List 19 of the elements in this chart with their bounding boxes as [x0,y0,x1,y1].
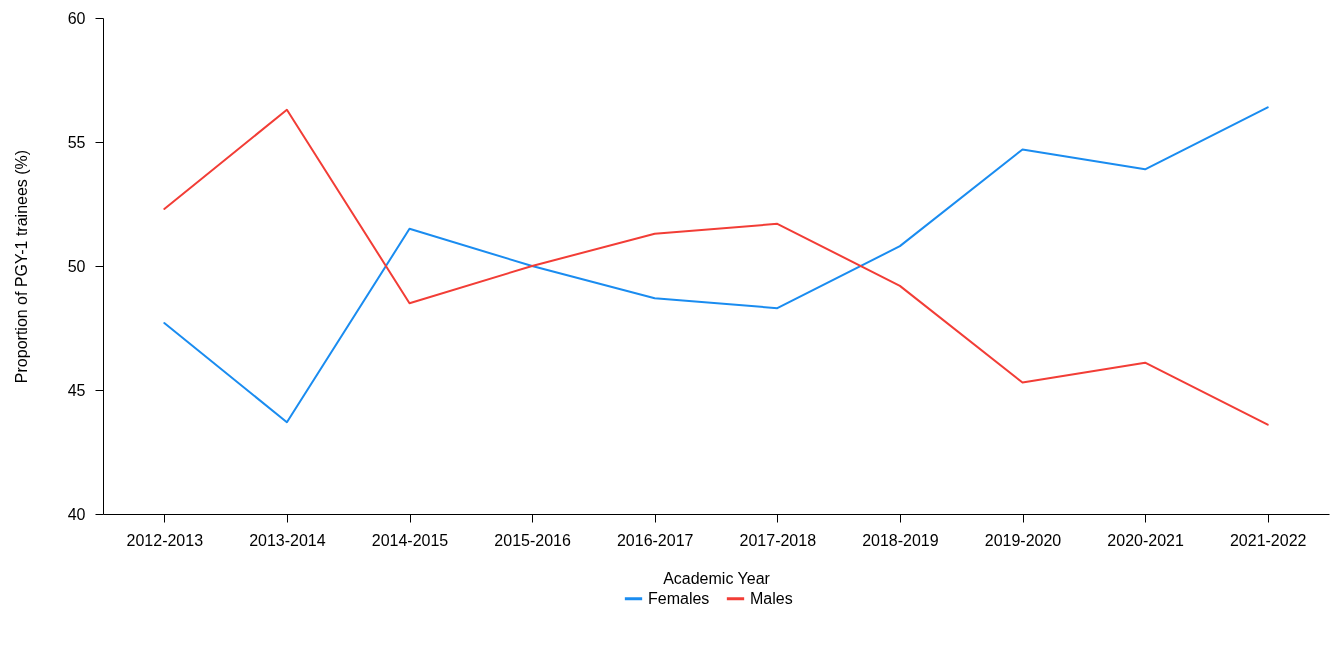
y-tick-label: 45 [67,381,86,399]
y-tick-label: 60 [67,9,86,27]
y-tick-label: 55 [67,133,86,151]
y-tick-label: 50 [67,257,86,275]
legend-label: Females [648,589,710,607]
x-tick-label: 2020-2021 [1107,531,1184,549]
x-tick-label: 2021-2022 [1229,531,1307,549]
x-tick-label: 2019-2020 [984,531,1062,549]
x-tick-label: 2013-2014 [249,531,326,549]
x-tick-label: 2015-2016 [494,531,571,549]
y-tick-label: 40 [67,505,86,523]
x-tick-label: 2017-2018 [739,531,817,549]
x-tick-label: 2014-2015 [371,531,449,549]
legend-label: Males [750,589,793,607]
x-tick-label: 2016-2017 [616,531,694,549]
x-tick-label: 2018-2019 [862,531,939,549]
x-tick-label: 2012-2013 [126,531,204,549]
y-axis-title: Proportion of PGY-1 trainees (%) [12,149,30,384]
x-axis-title: Academic Year [663,569,771,587]
